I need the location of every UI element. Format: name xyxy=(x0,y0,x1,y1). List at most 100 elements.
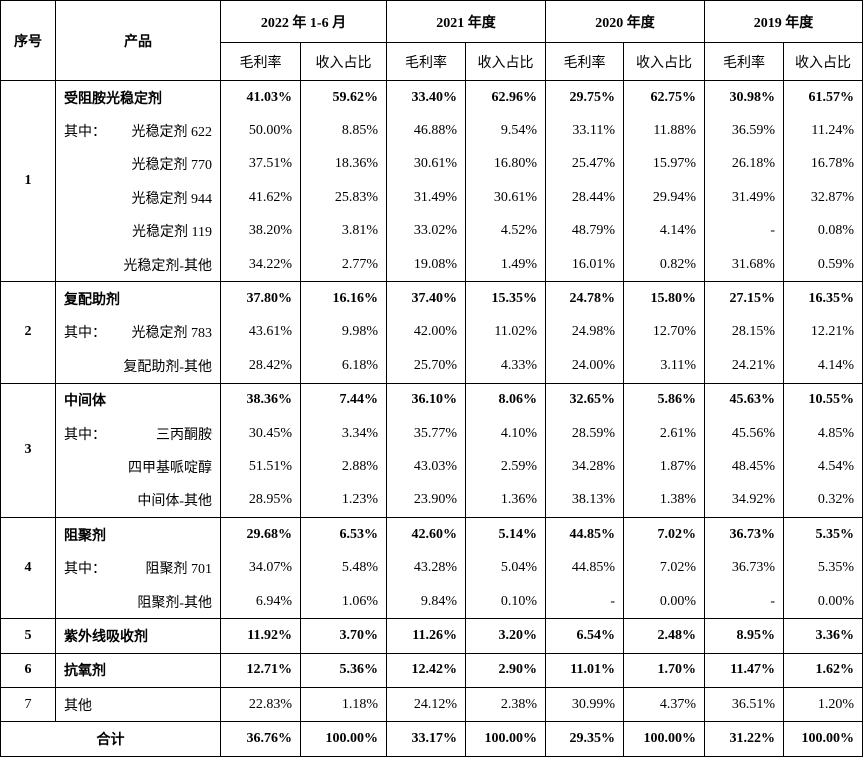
value-cell: 2.90% xyxy=(465,652,547,688)
table-row: 7 其他 22.83% 1.18% 24.12% 2.38% 30.99% 4.37% 36.5… xyxy=(0,687,864,722)
value-cell: 34.28% xyxy=(545,450,625,484)
value-cell: 36.59% xyxy=(704,114,785,148)
product-name: 复配助剂-其他 xyxy=(123,359,212,375)
value-cell: 35.77% xyxy=(386,416,467,451)
value-cell: 9.98% xyxy=(299,315,388,350)
value-cell: 36.73% xyxy=(704,551,785,585)
value-cell: 2.59% xyxy=(465,450,547,484)
value-cell: 24.00% xyxy=(545,349,625,384)
value-cell: 44.85% xyxy=(545,551,625,585)
value-cell: 8.95% xyxy=(704,618,785,654)
table-row: 其中： 三丙酮胺 30.45% 3.34% 35.77% 4.10% 28.59% 2.61%… xyxy=(1,416,864,451)
value-cell: 62.75% xyxy=(623,80,706,115)
value-cell: 28.15% xyxy=(704,315,785,350)
value-cell: 26.18% xyxy=(704,147,785,182)
table-row: 其中： 光稳定剂 783 43.61% 9.98% 42.00% 11.02% 24.98%… xyxy=(1,315,864,350)
value-cell: 24.98% xyxy=(545,315,625,350)
value-cell: 16.01% xyxy=(545,247,625,282)
value-cell: 2.77% xyxy=(299,247,388,282)
value-cell: 44.85% xyxy=(545,517,625,552)
value-cell: 33.02% xyxy=(386,214,467,248)
value-cell: 31.49% xyxy=(704,181,785,215)
value-cell: 45.56% xyxy=(704,416,785,451)
metric-header: 毛利率 xyxy=(704,42,785,81)
value-cell: 100.00% xyxy=(623,721,706,757)
value-cell: 37.51% xyxy=(220,147,301,182)
period-header: 2020 年度 xyxy=(545,0,706,43)
value-cell: 45.63% xyxy=(704,382,785,417)
seq-header: 序号 xyxy=(0,0,56,81)
value-cell: 1.06% xyxy=(299,584,388,619)
value-cell: 28.44% xyxy=(545,181,625,215)
product-cell: 光稳定剂 119 xyxy=(55,214,221,248)
table-row: 光稳定剂-其他 34.22% 2.77% 19.08% 1.49% 16.01% 0.82%… xyxy=(1,247,864,282)
product-cell: 其中： 阻聚剂 701 xyxy=(55,551,221,585)
value-cell: 43.28% xyxy=(386,551,467,585)
value-cell: 4.10% xyxy=(465,416,547,451)
value-cell: 41.03% xyxy=(220,80,301,115)
value-cell: 18.36% xyxy=(299,147,388,182)
value-cell: 0.82% xyxy=(623,247,706,282)
value-cell: 15.97% xyxy=(623,147,706,182)
value-cell: 8.06% xyxy=(465,382,547,417)
product-prefix: 其中： xyxy=(64,326,106,342)
seq-cell: 7 xyxy=(0,687,56,722)
metric-header: 收入占比 xyxy=(299,42,388,81)
value-cell: 100.00% xyxy=(783,721,864,757)
value-cell: 42.60% xyxy=(386,517,467,552)
value-cell: 3.20% xyxy=(465,618,547,654)
product-name: 阻聚剂 701 xyxy=(145,562,213,578)
product-prefix: 其中： xyxy=(64,562,106,578)
value-cell: 8.85% xyxy=(299,114,388,148)
value-cell: 42.00% xyxy=(386,315,467,350)
product-cell: 抗氧剂 xyxy=(55,652,221,688)
value-cell: 6.53% xyxy=(299,517,388,552)
value-cell: 3.36% xyxy=(783,618,864,654)
value-cell: 6.94% xyxy=(220,584,301,619)
value-cell: 34.22% xyxy=(220,247,301,282)
total-row: 合计 36.76% 100.00% 33.17% 100.00% 29.35% 100.00… xyxy=(0,721,864,757)
value-cell: 3.81% xyxy=(299,214,388,248)
metric-header: 收入占比 xyxy=(783,42,864,81)
value-cell: 0.08% xyxy=(783,214,864,248)
table-row: 光稳定剂 119 38.20% 3.81% 33.02% 4.52% 48.79% 4.14… xyxy=(1,214,864,248)
table-row: 中间体-其他 28.95% 1.23% 23.90% 1.36% 38.13% 1.38% 3… xyxy=(1,483,864,518)
value-cell: 51.51% xyxy=(220,450,301,484)
value-cell: 24.12% xyxy=(386,687,467,722)
value-cell: - xyxy=(704,214,785,248)
value-cell: 1.20% xyxy=(783,687,864,722)
value-cell: 0.32% xyxy=(783,483,864,518)
table-row: 5 紫外线吸收剂 11.92% 3.70% 11.26% 3.20% 6.54% 2.48% 8… xyxy=(0,618,864,654)
value-cell: 24.78% xyxy=(545,281,625,316)
product-prefix: 其中： xyxy=(64,427,106,443)
value-cell: 31.68% xyxy=(704,247,785,282)
seq-cell: 2 xyxy=(0,281,56,384)
value-cell: 5.36% xyxy=(299,652,388,688)
value-cell: 3.70% xyxy=(299,618,388,654)
value-cell: 33.11% xyxy=(545,114,625,148)
value-cell: 25.70% xyxy=(386,349,467,384)
value-cell: 1.18% xyxy=(299,687,388,722)
value-cell: 5.35% xyxy=(783,517,864,552)
value-cell: 32.65% xyxy=(545,382,625,417)
value-cell: 5.48% xyxy=(299,551,388,585)
product-cell: 紫外线吸收剂 xyxy=(55,618,221,654)
value-cell: 30.61% xyxy=(465,181,547,215)
value-cell: 32.87% xyxy=(783,181,864,215)
value-cell: 29.75% xyxy=(545,80,625,115)
value-cell: 0.59% xyxy=(783,247,864,282)
value-cell: 61.57% xyxy=(783,80,864,115)
value-cell: 15.35% xyxy=(465,281,547,316)
value-cell: 41.62% xyxy=(220,181,301,215)
table-row: 复配助剂-其他 28.42% 6.18% 25.70% 4.33% 24.00% 3.11%… xyxy=(1,349,864,384)
value-cell: 36.73% xyxy=(704,517,785,552)
table-row: 4 阻聚剂 29.68% 6.53% 42.60% 5.14% 44.85% 7.02% 36.… xyxy=(0,517,864,619)
product-cell: 阻聚剂-其他 xyxy=(55,584,221,619)
value-cell: 19.08% xyxy=(386,247,467,282)
table-row: 6 抗氧剂 12.71% 5.36% 12.42% 2.90% 11.01% 1.70% 11.… xyxy=(0,652,864,688)
product-name: 光稳定剂-其他 xyxy=(123,258,212,274)
total-label: 合计 xyxy=(0,721,221,757)
value-cell: 7.02% xyxy=(623,517,706,552)
value-cell: 27.15% xyxy=(704,281,785,316)
product-cell: 阻聚剂 xyxy=(55,517,221,552)
